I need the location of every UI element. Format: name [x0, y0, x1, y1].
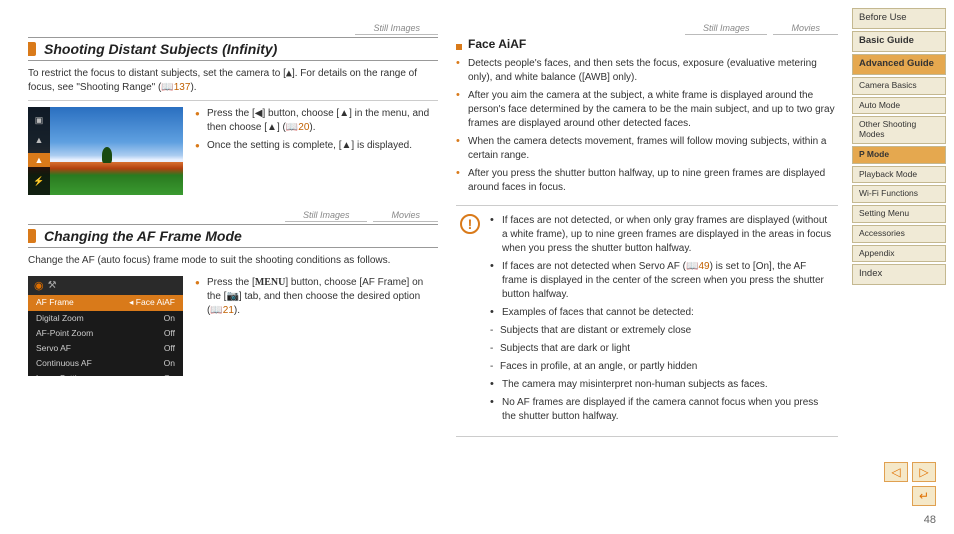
nav-item[interactable]: Auto Mode	[852, 97, 946, 115]
page-root: Still Images Shooting Distant Subjects (…	[0, 0, 954, 534]
sub-marker	[456, 44, 462, 50]
warning-sub-item: Faces in profile, at an angle, or partly…	[490, 360, 834, 374]
nav-item[interactable]: Camera Basics	[852, 77, 946, 95]
tag-still-images-3: Still Images	[685, 22, 768, 35]
flash-icon: ⚡	[33, 176, 44, 187]
thumb-icon-column: ▣ ▲ ▲ ⚡	[28, 107, 50, 195]
nav-item[interactable]: Basic Guide	[852, 31, 946, 52]
section-2-title: Changing the AF Frame Mode	[44, 228, 242, 244]
tag-movies: Movies	[373, 209, 438, 222]
bullet-item: Detects people's faces, and then sets th…	[456, 57, 838, 85]
tag-still-images: Still Images	[355, 22, 438, 35]
warning-item: The camera may misinterpret non-human su…	[490, 378, 834, 392]
nav-item[interactable]: Advanced Guide	[852, 54, 946, 75]
page-number: 48	[924, 514, 936, 526]
menu-row: Continuous AFOn	[28, 356, 183, 371]
bullet-item: After you press the shutter button halfw…	[456, 167, 838, 195]
nav-item[interactable]: P Mode	[852, 146, 946, 164]
camera-preview-thumb: ▣ ▲ ▲ ⚡	[28, 107, 183, 195]
section-1-intro: To restrict the focus to distant subject…	[28, 67, 438, 101]
face-aiaf-bullets: Detects people's faces, and then sets th…	[456, 57, 838, 195]
bullet-item: Once the setting is complete, [▲] is dis…	[195, 139, 438, 153]
nav-item[interactable]: Wi-Fi Functions	[852, 185, 946, 203]
section-marker	[28, 229, 36, 243]
bullet-item: After you aim the camera at the subject,…	[456, 89, 838, 131]
prev-page-button[interactable]: ◁	[884, 462, 908, 482]
warning-item: If faces are not detected when Servo AF …	[490, 260, 834, 302]
tag-still-images-2: Still Images	[285, 209, 368, 222]
face-aiaf-title: Face AiAF	[468, 37, 526, 51]
menu-row: AF-Point ZoomOff	[28, 326, 183, 341]
left-column: Still Images Shooting Distant Subjects (…	[28, 22, 438, 524]
tools-tab-icon: ⚒	[48, 280, 57, 291]
warning-item: If faces are not detected, or when only …	[490, 214, 834, 256]
section-1-bullets: Press the [◀] button, choose [▲] in the …	[195, 107, 438, 195]
sidebar-nav: Before UseBasic GuideAdvanced Guide Camer…	[848, 0, 954, 534]
section-1-header: Shooting Distant Subjects (Infinity)	[28, 37, 438, 61]
content-area: Still Images Shooting Distant Subjects (…	[0, 0, 848, 534]
section-1-block: ▣ ▲ ▲ ⚡ Press the [◀] button, choose [▲]…	[28, 107, 438, 195]
nav-item[interactable]: Index	[852, 264, 946, 285]
section-1-title: Shooting Distant Subjects (Infinity)	[44, 41, 277, 57]
right-column: Still Images Movies Face AiAF Detects pe…	[456, 22, 838, 524]
section-2-intro: Change the AF (auto focus) frame mode to…	[28, 254, 438, 270]
warning-sub-item: Subjects that are distant or extremely c…	[490, 324, 834, 338]
nav-controls: ◁ ▷ ↵	[884, 462, 936, 506]
tag-movies-2: Movies	[773, 22, 838, 35]
macro-icon: ▲	[35, 135, 44, 145]
link-137[interactable]: 📖137	[161, 82, 190, 93]
next-page-button[interactable]: ▷	[912, 462, 936, 482]
subsection-header: Face AiAF	[456, 37, 838, 51]
menu-row: AF FrameFace AiAF	[28, 295, 183, 311]
tag-row-1: Still Images	[28, 22, 438, 35]
nav-item[interactable]: Other Shooting Modes	[852, 116, 946, 144]
warning-item: No AF frames are displayed if the camera…	[490, 396, 834, 424]
section-2-bullets: Press the [MENU] button, choose [AF Fram…	[195, 276, 438, 376]
menu-row: Servo AFOff	[28, 341, 183, 356]
warning-icon: !	[460, 214, 480, 234]
bullet-item: Press the [MENU] button, choose [AF Fram…	[195, 276, 438, 318]
nav-item[interactable]: Accessories	[852, 225, 946, 243]
camera-menu-thumb: ◉ ⚒ AF FrameFace AiAFDigital ZoomOnAF-Po…	[28, 276, 183, 376]
warning-box: ! If faces are not detected, or when onl…	[456, 205, 838, 437]
warning-item: Examples of faces that cannot be detecte…	[490, 306, 834, 320]
return-button[interactable]: ↵	[912, 486, 936, 506]
tag-row-3: Still Images Movies	[456, 22, 838, 35]
timer-icon: ▣	[35, 115, 44, 126]
nav-item[interactable]: Before Use	[852, 8, 946, 29]
nav-item[interactable]: Playback Mode	[852, 166, 946, 184]
bullet-item: When the camera detects movement, frames…	[456, 135, 838, 163]
tag-row-2: Still Images Movies	[28, 209, 438, 222]
section-marker	[28, 42, 36, 56]
menu-row: Digital ZoomOn	[28, 311, 183, 326]
nav-item[interactable]: Setting Menu	[852, 205, 946, 223]
bullet-item: Press the [◀] button, choose [▲] in the …	[195, 107, 438, 135]
warning-sub-item: Subjects that are dark or light	[490, 342, 834, 356]
section-2-block: ◉ ⚒ AF FrameFace AiAFDigital ZoomOnAF-Po…	[28, 276, 438, 376]
section-2-header: Changing the AF Frame Mode	[28, 224, 438, 248]
menu-row: Lamp SettingOn	[28, 371, 183, 376]
nav-item[interactable]: Appendix	[852, 245, 946, 263]
camera-tab-icon: ◉	[34, 279, 44, 292]
menu-tabs: ◉ ⚒	[28, 276, 183, 295]
warning-bullets: If faces are not detected, or when only …	[490, 214, 834, 428]
infinity-icon: ▲	[28, 153, 50, 167]
